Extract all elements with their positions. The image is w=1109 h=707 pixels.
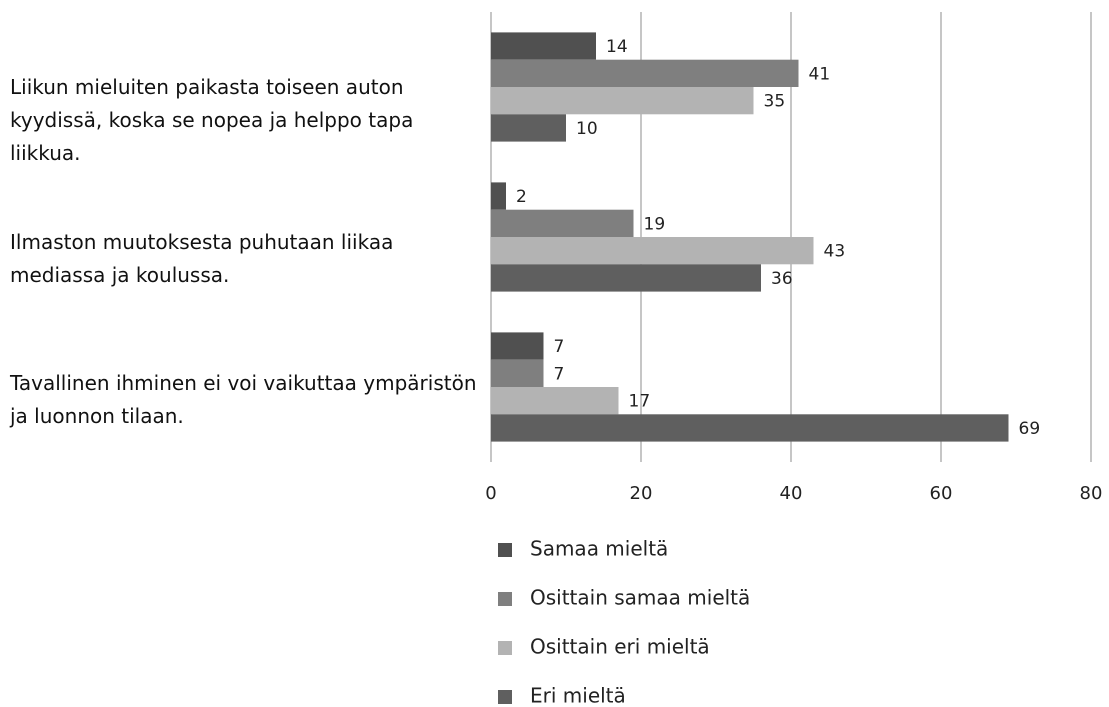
bar xyxy=(491,59,799,87)
category-label: Tavallinen ihminen ei voi vaikuttaa ympä… xyxy=(10,371,477,428)
bar xyxy=(491,332,544,360)
data-label: 35 xyxy=(764,92,786,112)
bar xyxy=(491,359,544,387)
bar xyxy=(491,114,566,142)
legend-swatch xyxy=(498,641,512,655)
data-label: 36 xyxy=(771,269,793,289)
bar xyxy=(491,387,619,415)
data-label: 14 xyxy=(606,37,628,57)
x-tick-label: 0 xyxy=(485,483,496,504)
data-label: 69 xyxy=(1019,419,1041,439)
legend-label: Osittain eri mieltä xyxy=(530,635,710,659)
data-label: 7 xyxy=(554,364,565,384)
x-tick-label: 40 xyxy=(780,483,803,504)
bar xyxy=(491,237,814,265)
bar xyxy=(491,87,754,115)
category-label: Ilmaston muutoksesta puhutaan liikaa med… xyxy=(10,230,394,287)
legend-swatch xyxy=(498,592,512,606)
bar xyxy=(491,182,506,210)
legend-swatch xyxy=(498,543,512,557)
data-label: 10 xyxy=(576,119,598,139)
data-label: 41 xyxy=(809,64,831,84)
legend-label: Samaa mieltä xyxy=(530,537,668,561)
data-label: 7 xyxy=(554,337,565,357)
data-label: 2 xyxy=(516,187,527,207)
legend-label: Osittain samaa mieltä xyxy=(530,586,750,610)
bar xyxy=(491,414,1009,442)
bar xyxy=(491,264,761,292)
bar xyxy=(491,209,634,237)
data-label: 17 xyxy=(629,392,651,412)
legend-label: Eri mieltä xyxy=(530,684,626,707)
bar xyxy=(491,32,596,60)
legend-swatch xyxy=(498,690,512,704)
data-label: 19 xyxy=(644,214,666,234)
x-tick-label: 20 xyxy=(630,483,653,504)
data-label: 43 xyxy=(824,242,846,262)
category-label: Liikun mieluiten paikasta toiseen auton … xyxy=(10,75,414,165)
x-tick-label: 80 xyxy=(1080,483,1103,504)
x-tick-label: 60 xyxy=(930,483,953,504)
